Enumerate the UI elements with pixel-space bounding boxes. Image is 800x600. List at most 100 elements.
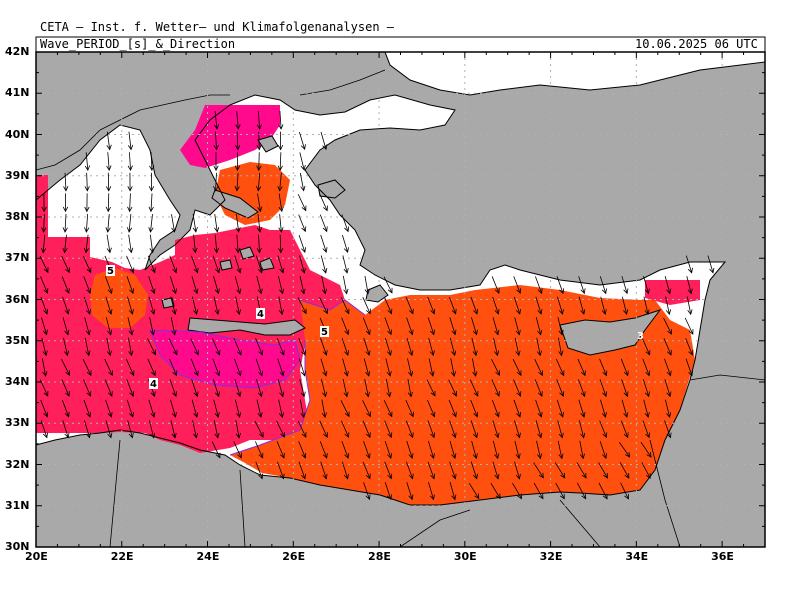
direction-arrow [470, 399, 479, 418]
direction-arrow [686, 296, 693, 316]
direction-arrow [212, 255, 221, 274]
direction-arrow [385, 358, 392, 377]
direction-arrow [321, 275, 328, 295]
direction-arrow [579, 440, 585, 460]
direction-arrow [61, 399, 70, 418]
direction-arrow [213, 111, 220, 130]
direction-arrow [83, 234, 90, 254]
direction-arrow [664, 399, 672, 418]
direction-arrow [341, 234, 349, 254]
direction-arrow [211, 338, 221, 356]
direction-arrow [211, 441, 221, 459]
direction-arrow [213, 276, 220, 295]
direction-arrow [406, 317, 414, 336]
direction-arrow [449, 461, 457, 480]
direction-arrow [364, 275, 370, 295]
direction-arrow [83, 276, 92, 295]
direction-arrow [191, 296, 199, 315]
direction-arrow [514, 461, 521, 480]
direction-arrow [277, 358, 285, 377]
lat-lon-grid [36, 52, 765, 547]
direction-arrow [256, 152, 262, 172]
direction-arrow [299, 152, 306, 171]
direction-arrow [298, 338, 307, 356]
direction-arrow [383, 276, 393, 294]
direction-arrow [191, 276, 199, 295]
rhodes-island [365, 284, 389, 303]
direction-arrow [170, 420, 177, 439]
direction-arrow [149, 234, 155, 254]
direction-arrow [170, 399, 177, 418]
direction-arrow [321, 378, 328, 398]
direction-arrow [514, 317, 521, 336]
lesvos-island [317, 179, 346, 199]
direction-arrow [278, 193, 284, 213]
direction-arrow [428, 337, 435, 357]
direction-arrow [191, 255, 199, 274]
direction-arrow [342, 358, 349, 377]
direction-arrow [363, 440, 371, 459]
direction-arrow [235, 234, 241, 254]
direction-arrow [169, 358, 178, 377]
header-box [35, 36, 766, 53]
direction-arrow [600, 399, 607, 418]
direction-arrow [556, 379, 565, 398]
direction-arrow [492, 440, 500, 460]
direction-arrow [320, 337, 328, 356]
direction-arrow [514, 440, 521, 460]
direction-arrow [513, 379, 522, 397]
direction-arrow [299, 275, 306, 295]
direction-arrow [557, 317, 564, 336]
direction-arrow [84, 337, 91, 357]
direction-arrow [492, 461, 500, 480]
direction-arrow [148, 276, 156, 295]
direction-arrow [641, 338, 651, 356]
lat-tick-label: 33N [5, 416, 30, 430]
direction-arrow [320, 234, 328, 254]
direction-arrow [254, 441, 264, 459]
direction-arrow [192, 214, 198, 233]
direction-arrow [513, 276, 522, 295]
direction-arrow [105, 317, 113, 336]
direction-arrow [61, 358, 70, 377]
direction-arrow [105, 296, 113, 315]
direction-arrow [621, 379, 629, 398]
direction-arrow [578, 379, 586, 398]
direction-arrow [234, 152, 241, 172]
direction-arrow [298, 234, 307, 253]
direction-arrow [514, 337, 521, 357]
direction-arrow [278, 110, 284, 130]
direction-arrow [384, 420, 393, 439]
institute-title: CETA — Inst. f. Wetter— und Klimafolgena… [40, 20, 395, 34]
direction-arrow [105, 213, 111, 233]
contour-label: 3 [637, 331, 644, 342]
direction-arrow [512, 482, 522, 500]
lon-tick-label: 26E [282, 550, 306, 563]
direction-arrow [257, 193, 263, 213]
direction-arrow [62, 317, 70, 336]
direction-arrow [61, 276, 70, 294]
direction-arrow [213, 399, 220, 418]
direction-arrow [213, 131, 219, 151]
axis-ticks [35, 51, 766, 548]
direction-arrow [448, 296, 457, 315]
direction-arrow [39, 255, 49, 274]
lon-tick-label: 24E [196, 550, 220, 563]
direction-arrow [277, 255, 285, 274]
direction-arrow [84, 152, 91, 172]
direction-arrow [126, 214, 133, 233]
direction-arrow [255, 358, 264, 377]
direction-arrow [470, 296, 479, 315]
direction-arrow [278, 275, 285, 295]
direction-arrow [213, 234, 220, 254]
lat-tick-label: 36N [5, 292, 30, 306]
direction-arrow [471, 440, 478, 460]
direction-arrow [169, 255, 178, 274]
direction-arrow [298, 461, 307, 480]
direction-arrow [299, 255, 306, 274]
direction-arrow [105, 193, 111, 213]
direction-arrow [513, 296, 521, 315]
direction-arrow [492, 317, 500, 336]
direction-arrow [105, 399, 113, 418]
direction-arrow [104, 358, 113, 377]
